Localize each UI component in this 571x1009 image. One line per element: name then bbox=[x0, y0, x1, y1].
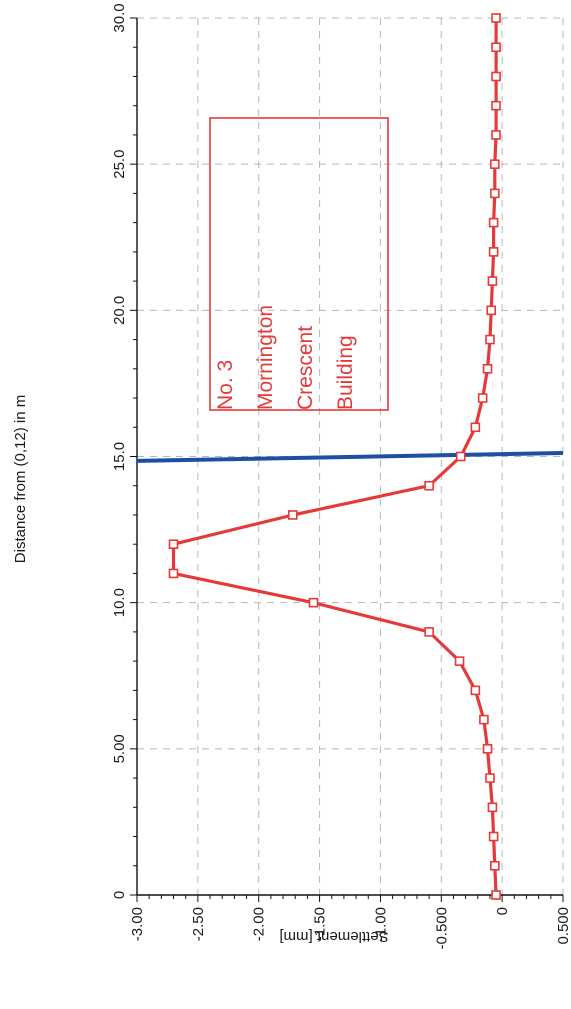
data-point bbox=[485, 773, 495, 783]
data-point bbox=[470, 422, 481, 433]
settlement-tick-label-2: -2.00 bbox=[251, 907, 268, 941]
annotation-box bbox=[209, 117, 389, 411]
data-point bbox=[454, 656, 465, 666]
building-annotation: No. 3 Mornington Crescent Building bbox=[209, 117, 389, 411]
data-point bbox=[485, 334, 495, 345]
data-point bbox=[308, 597, 319, 608]
distance-tick-label-2: 10.0 bbox=[111, 588, 128, 617]
settlement-tick-label-5: -0.500 bbox=[433, 907, 450, 950]
distance-tick-label-3: 15.0 bbox=[111, 442, 128, 471]
data-point bbox=[491, 42, 501, 53]
data-point bbox=[479, 714, 489, 725]
data-point bbox=[491, 100, 501, 111]
data-point bbox=[424, 627, 434, 637]
data-point bbox=[490, 860, 500, 871]
data-point bbox=[487, 802, 498, 813]
distance-tick-label-4: 20.0 bbox=[111, 296, 128, 325]
distance-tick-label-6: 30.0 bbox=[111, 3, 128, 32]
data-point bbox=[486, 305, 496, 316]
data-point bbox=[491, 130, 501, 140]
data-point bbox=[488, 831, 499, 842]
settlement-tick-label-6: 0 bbox=[494, 907, 511, 915]
data-point bbox=[168, 568, 179, 579]
data-point bbox=[287, 510, 298, 520]
data-point bbox=[482, 363, 493, 374]
data-point bbox=[491, 13, 501, 23]
data-point bbox=[490, 159, 500, 169]
distance-tick-label-0: 0 bbox=[111, 891, 128, 899]
data-point bbox=[424, 480, 434, 491]
annotation-line-1: No. 3 bbox=[214, 360, 237, 410]
y-axis-title: Settlement [mm] bbox=[279, 928, 388, 945]
reference-line bbox=[136, 450, 564, 463]
annotation-line-2: Mornington bbox=[254, 305, 277, 410]
data-point bbox=[488, 247, 499, 257]
distance-tick-label-5: 25.0 bbox=[111, 150, 128, 179]
data-point bbox=[470, 685, 481, 696]
settlement-tick-label-3: -1.50 bbox=[312, 907, 329, 941]
settlement-tick-label-1: -2.50 bbox=[190, 907, 207, 941]
settlement-tick-label-7: 0.500 bbox=[555, 907, 571, 945]
settlement-tick-label-4: -1.00 bbox=[372, 907, 389, 941]
data-point bbox=[487, 276, 498, 286]
distance-tick-label-1: 5.00 bbox=[111, 734, 128, 763]
plot-area: 0 5.00 10.0 15.0 20.0 25.0 30.0 -3.00 -2.50 -2.00… bbox=[111, 3, 571, 949]
settlement-tick-label-0: -3.00 bbox=[129, 907, 146, 941]
data-point bbox=[488, 217, 499, 228]
data-point bbox=[490, 188, 500, 199]
x-axis-title: Distance from (0,12) in m bbox=[12, 395, 29, 563]
data-point bbox=[168, 539, 179, 550]
data-point bbox=[455, 451, 466, 462]
data-point bbox=[477, 393, 488, 403]
data-point bbox=[491, 71, 501, 82]
data-point bbox=[482, 744, 493, 754]
annotation-line-4: Building bbox=[334, 335, 357, 410]
data-point bbox=[491, 890, 501, 900]
annotation-line-3: Crescent bbox=[294, 326, 317, 410]
